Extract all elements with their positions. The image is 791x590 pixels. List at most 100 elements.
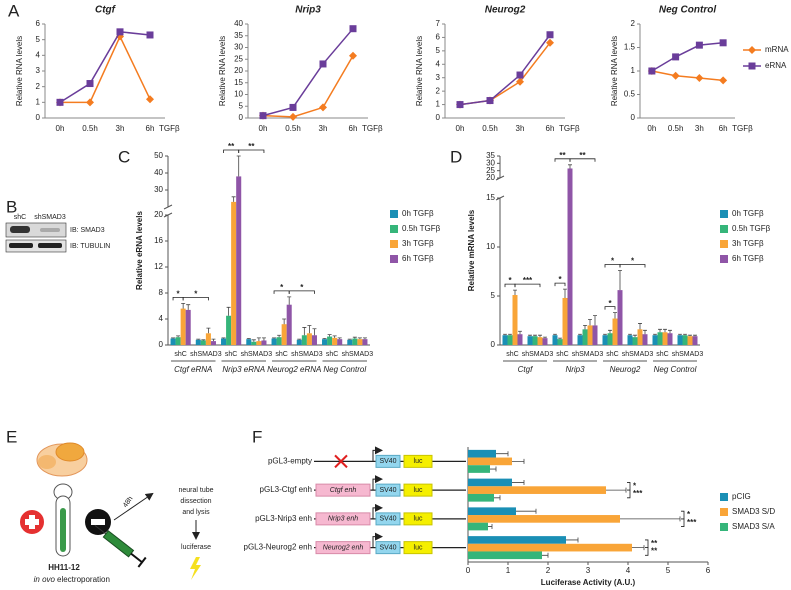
error-bar [542, 552, 549, 558]
significance-label: * [611, 257, 615, 266]
x-tick-label: 6h [546, 124, 555, 133]
error-bar [352, 336, 357, 339]
significance-label: *** [633, 489, 643, 498]
bar [517, 334, 523, 345]
probe-label: IB: TUBULIN [70, 243, 110, 250]
error-bar [494, 495, 501, 501]
bar [296, 339, 302, 345]
error-bar [322, 338, 327, 340]
bar [602, 335, 608, 345]
x-tick-label: 3 [586, 566, 591, 575]
x-tick-label: 6h [349, 124, 358, 133]
bar [657, 332, 663, 345]
x-tick-label: 6h [719, 124, 728, 133]
promoter-arrow [372, 503, 383, 519]
y-tick-label: 20 [486, 173, 495, 182]
legend-label: eRNA [765, 61, 787, 70]
point [289, 103, 297, 111]
x-tick-label: shSMAD3 [522, 351, 554, 358]
y-tick-label: 1 [631, 66, 636, 75]
line [459, 34, 551, 106]
significance-bracket [645, 547, 649, 556]
error-bar [513, 289, 517, 296]
y-tick-label: 16 [154, 236, 163, 245]
legend-label: SMAD3 S/D [732, 507, 775, 516]
y-tick-label: 4 [159, 314, 164, 323]
point [648, 67, 656, 75]
bar [362, 339, 368, 345]
band [38, 243, 62, 248]
bar [261, 340, 267, 345]
bar [286, 304, 292, 345]
error-bar [256, 337, 261, 342]
bar [687, 336, 693, 345]
x-tick-label: shC [225, 351, 237, 358]
x-axis-label: TGFβ [159, 124, 180, 133]
significance-bracket [182, 297, 209, 301]
band [9, 243, 33, 248]
error-bar [201, 339, 206, 341]
point [719, 76, 728, 85]
y-tick-label: 15 [486, 193, 495, 202]
legend-label: 3h TGFβ [732, 239, 764, 248]
bar [677, 335, 683, 345]
significance-label: ** [228, 142, 235, 151]
group-label: Nrip3 [565, 365, 585, 374]
deletion-mark [334, 454, 348, 469]
error-bar [618, 270, 622, 291]
y-tick-label: 0 [436, 113, 441, 122]
bar [468, 486, 606, 494]
error-bar [307, 325, 312, 334]
error-bar [693, 334, 697, 337]
error-bar [171, 337, 176, 339]
x-tick-label: shC [174, 351, 186, 358]
point [289, 112, 297, 121]
bar [552, 335, 558, 345]
error-bar [663, 328, 667, 333]
significance-label: *** [687, 518, 697, 527]
y-tick-label: 7 [436, 19, 441, 28]
error-bar [608, 329, 612, 334]
band [40, 228, 60, 232]
promoter-box [375, 541, 401, 555]
bar [632, 337, 638, 345]
reporter-box [403, 483, 433, 497]
light-icon [190, 557, 201, 580]
error-bar [186, 304, 191, 310]
bar [347, 339, 353, 345]
error-bar [337, 337, 342, 340]
bar [256, 341, 262, 345]
bar [170, 338, 176, 345]
chart-title: Neg Control [659, 5, 716, 16]
point [748, 46, 756, 54]
error-bar [512, 458, 525, 464]
western-blot: shC shSMAD3 IB: SMAD3 IB: TUBULIN [5, 214, 110, 253]
step-label: dissection [180, 498, 211, 505]
x-axis-label: TGFβ [362, 124, 383, 133]
yolk [55, 442, 85, 462]
bar [276, 337, 282, 345]
significance-bracket [569, 158, 596, 162]
method-label: electroporation [57, 575, 110, 584]
point [695, 41, 703, 49]
legend-swatch [390, 225, 398, 233]
legend-swatch [390, 210, 398, 218]
panel-label: A [8, 1, 20, 20]
x-tick-label: 1 [506, 566, 511, 575]
promoter-label: SV40 [379, 458, 396, 465]
barrel [102, 530, 135, 558]
point [349, 51, 357, 60]
significance-bracket [554, 282, 566, 287]
error-bar [518, 330, 522, 335]
bar [542, 338, 548, 345]
bar [221, 338, 227, 345]
bar [468, 522, 488, 531]
panel-label: F [252, 427, 262, 446]
y-tick-label: 4 [436, 59, 441, 68]
bar [592, 325, 598, 345]
bar [537, 337, 543, 345]
reporter-box [403, 512, 433, 526]
panel-label: C [118, 147, 130, 166]
x-tick-label: 3h [319, 124, 328, 133]
